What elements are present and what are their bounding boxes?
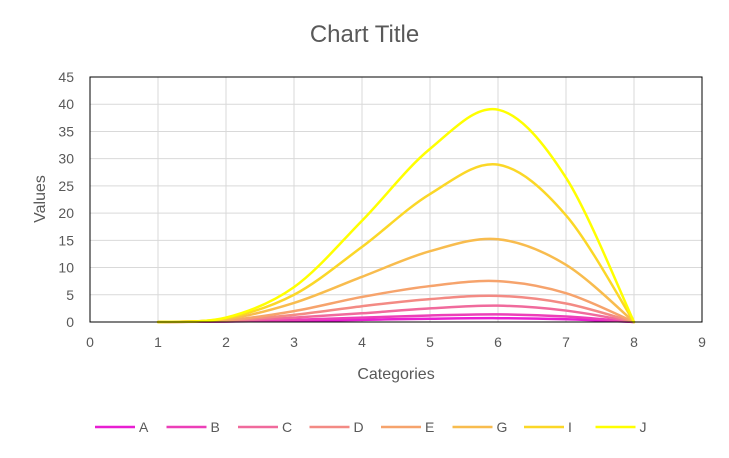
legend-item-i: I [524,419,572,435]
y-tick-label: 5 [66,287,74,303]
series-line-e [156,279,636,324]
x-tick-label: 7 [562,334,570,350]
series-line-i [156,163,636,324]
x-tick-label: 4 [358,334,366,350]
legend-item-e: E [381,419,434,435]
x-tick-label: 6 [494,334,502,350]
legend-label: D [354,419,364,435]
legend-label: B [211,419,220,435]
y-tick-label: 45 [58,69,74,85]
y-tick-label: 35 [58,123,74,139]
x-axis-title: Categories [357,366,434,383]
legend-label: I [568,419,572,435]
y-tick-label: 40 [58,96,74,112]
series-line-g [156,237,636,324]
legend-item-a: A [95,419,149,435]
y-tick-label: 15 [58,232,74,248]
y-tick-label: 25 [58,178,74,194]
x-tick-label: 5 [426,334,434,350]
x-tick-label: 9 [698,334,706,350]
x-tick-label: 2 [222,334,230,350]
y-tick-label: 0 [66,314,74,330]
legend-item-c: C [238,419,292,435]
x-tick-label: 3 [290,334,298,350]
legend-item-j: J [595,419,647,435]
x-tick-label: 0 [86,334,94,350]
legend-item-g: G [452,419,508,435]
y-tick-label: 30 [58,151,74,167]
legend-label: A [139,419,149,435]
legend-label: J [640,419,647,435]
chart-title: Chart Title [310,21,419,48]
legend-item-d: D [309,419,364,435]
y-tick-label: 10 [58,260,74,276]
series-lines [156,107,636,324]
y-tick-label: 20 [58,205,74,221]
legend-label: G [497,419,508,435]
plot-area-frame [89,76,703,323]
x-tick-label: 8 [630,334,638,350]
legend-label: C [282,419,292,435]
y-axis-title: Values [32,175,49,223]
legend-item-b: B [166,419,220,435]
legend-label: E [425,419,434,435]
series-line-j [156,107,636,324]
gridlines [89,76,703,323]
x-tick-label: 1 [154,334,162,350]
